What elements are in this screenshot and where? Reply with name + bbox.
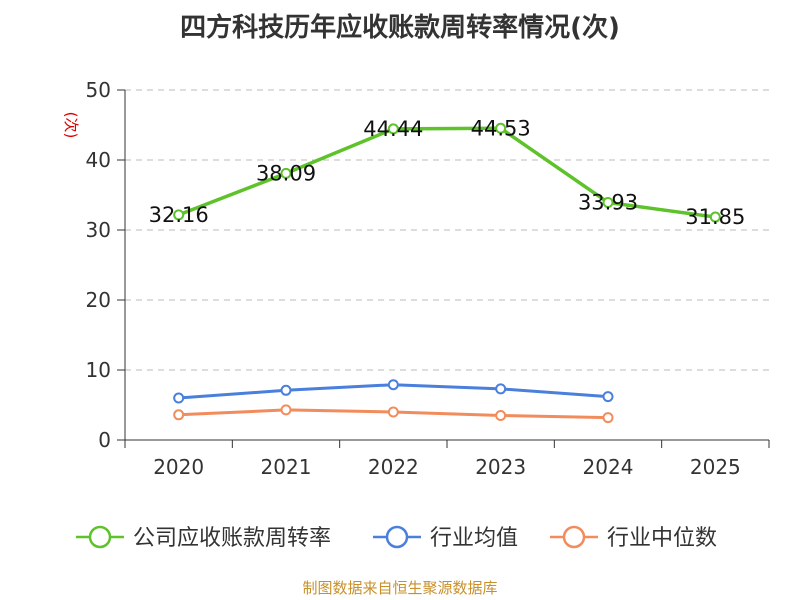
source-note: 制图数据来自恒生聚源数据库 <box>302 579 497 597</box>
legend-label: 行业中位数 <box>607 526 717 551</box>
y-tick-label: 0 <box>98 428 111 452</box>
x-tick-label: 2025 <box>690 455 741 479</box>
legend[interactable]: 公司应收账款周转率 行业均值 行业中位数 <box>76 525 717 551</box>
legend-item[interactable]: 行业中位数 <box>550 525 717 551</box>
y-tick-label: 10 <box>86 358 111 382</box>
chart-title: 四方科技历年应收账款周转率情况(次) <box>180 12 620 43</box>
legend-label: 公司应收账款周转率 <box>133 526 331 551</box>
data-point[interactable] <box>173 409 185 421</box>
x-tick-label: 2020 <box>153 455 204 479</box>
legend-item[interactable]: 行业均值 <box>373 525 518 551</box>
x-tick-label: 2022 <box>368 455 419 479</box>
y-tick-label: 50 <box>86 78 111 102</box>
legend-marker <box>562 525 586 549</box>
legend-marker <box>88 525 112 549</box>
data-label: 31.85 <box>685 205 745 229</box>
y-tick-label: 40 <box>86 148 111 172</box>
x-tick-label: 2023 <box>475 455 526 479</box>
data-point[interactable] <box>387 406 399 418</box>
data-point[interactable] <box>173 209 185 221</box>
data-point[interactable] <box>173 392 185 404</box>
x-tick-label: 2024 <box>583 455 634 479</box>
data-label: 38.09 <box>256 161 316 185</box>
data-point[interactable] <box>280 384 292 396</box>
data-point[interactable] <box>280 167 292 179</box>
legend-marker <box>385 525 409 549</box>
data-label: 44.53 <box>471 116 531 140</box>
data-point[interactable] <box>602 196 614 208</box>
data-point[interactable] <box>602 412 614 424</box>
data-label: 44.44 <box>363 117 423 141</box>
data-point[interactable] <box>387 123 399 135</box>
data-label: 32.16 <box>149 203 209 227</box>
y-tick-label: 30 <box>86 218 111 242</box>
series-line <box>178 126 716 219</box>
data-point[interactable] <box>387 379 399 391</box>
data-point[interactable] <box>602 391 614 403</box>
data-point[interactable] <box>709 211 721 223</box>
series-layer <box>173 122 721 424</box>
legend-label: 行业均值 <box>430 526 518 551</box>
data-point[interactable] <box>495 383 507 395</box>
data-point[interactable] <box>280 404 292 416</box>
axes: 0 10 20 30 40 50 2020 2021 2022 2023 2024 2025 <box>86 78 770 479</box>
data-point[interactable] <box>495 410 507 421</box>
legend-item[interactable]: 公司应收账款周转率 <box>76 525 331 551</box>
grid <box>125 89 769 371</box>
x-tick-label: 2021 <box>261 455 312 479</box>
y-axis-label: (次) <box>62 112 80 139</box>
data-labels: 32.16 38.09 44.44 44.53 33.93 31.85 <box>149 116 746 229</box>
data-point[interactable] <box>495 122 507 134</box>
y-tick-label: 20 <box>86 288 111 312</box>
data-label: 33.93 <box>578 190 638 214</box>
